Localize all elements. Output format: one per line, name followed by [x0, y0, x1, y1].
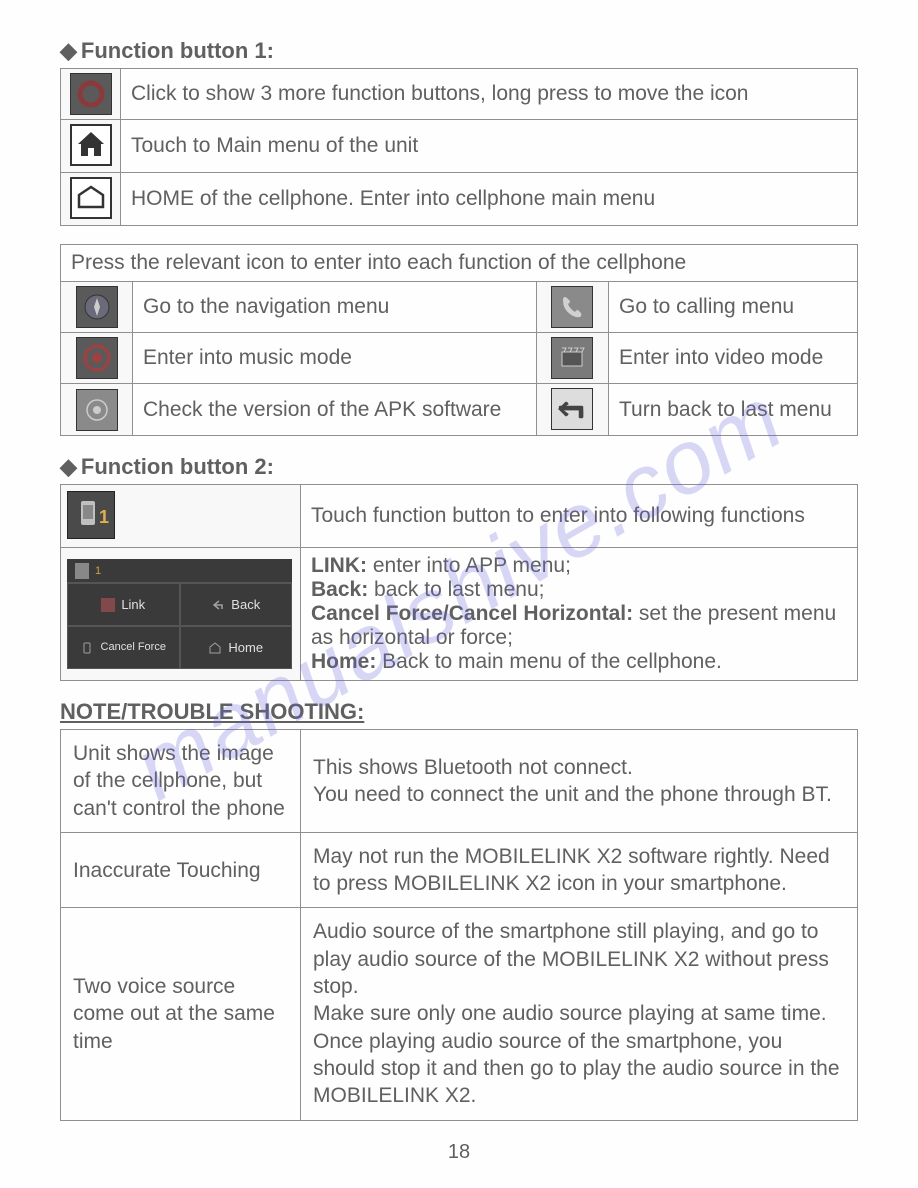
circle-button-icon	[70, 73, 112, 115]
row2-description: Touch to Main menu of the unit	[121, 120, 858, 173]
music-mode-text: Enter into music mode	[133, 333, 537, 384]
home-outline-icon	[70, 177, 112, 219]
icon-video	[536, 333, 608, 384]
table2-header: Press the relevant icon to enter into ea…	[61, 245, 858, 282]
function-button-desc: Touch function button to enter into foll…	[301, 485, 858, 548]
house-icon	[70, 124, 112, 166]
nav-menu-text: Go to the navigation menu	[133, 282, 537, 333]
apk-version-text: Check the version of the APK software	[133, 384, 537, 436]
screenshot-cell: 1 Link Back	[61, 548, 301, 681]
row3-description: HOME of the cellphone. Enter into cellph…	[121, 173, 858, 226]
phone-icon	[551, 286, 593, 328]
gear-icon	[76, 389, 118, 431]
trouble-r2-problem: Inaccurate Touching	[61, 832, 301, 908]
icon-cell-house	[61, 120, 121, 173]
trouble-r1-solution: This shows Bluetooth not connect. You ne…	[301, 730, 858, 833]
section1-title: ◆Function button 1:	[60, 38, 858, 64]
turn-back-text: Turn back to last menu	[608, 384, 857, 436]
icon-calling	[536, 282, 608, 333]
trouble-r3-problem: Two voice source come out at the same ti…	[61, 908, 301, 1120]
cellphone-functions-table: Press the relevant icon to enter into ea…	[60, 244, 858, 436]
trouble-r2-solution: May not run the MOBILELINK X2 software r…	[301, 832, 858, 908]
icon-back	[536, 384, 608, 436]
troubleshooting-table: Unit shows the image of the cellphone, b…	[60, 729, 858, 1121]
phone-badge-cell: 1	[61, 485, 301, 548]
home-sym-icon	[208, 641, 222, 655]
diamond-icon-2: ◆	[60, 454, 77, 479]
screenshot-cancel-button: Cancel Force	[67, 626, 180, 669]
icon-music	[61, 333, 133, 384]
icon-cell-circle	[61, 69, 121, 120]
compass-icon	[76, 286, 118, 328]
section2-title: ◆Function button 2:	[60, 454, 858, 480]
function-button-2-table: 1 Touch function button to enter into fo…	[60, 484, 858, 681]
video-icon	[551, 337, 593, 379]
music-icon	[76, 337, 118, 379]
app-screenshot: 1 Link Back	[67, 559, 292, 669]
screenshot-header: 1	[67, 559, 292, 583]
cancel-sym-icon	[81, 641, 95, 655]
mini-phone-icon	[75, 563, 89, 579]
note-title: NOTE/TROUBLE SHOOTING:	[60, 699, 858, 725]
link-sym-icon	[101, 598, 115, 612]
screenshot-home-button: Home	[180, 626, 293, 669]
icon-version	[61, 384, 133, 436]
video-mode-text: Enter into video mode	[608, 333, 857, 384]
svg-text:1: 1	[99, 507, 109, 527]
icon-navigation	[61, 282, 133, 333]
row1-description: Click to show 3 more function buttons, l…	[121, 69, 858, 120]
diamond-icon: ◆	[60, 38, 77, 63]
screenshot-link-button: Link	[67, 583, 180, 626]
back-arrow-icon	[551, 388, 593, 430]
icon-cell-home2	[61, 173, 121, 226]
calling-menu-text: Go to calling menu	[608, 282, 857, 333]
back-sym-icon	[211, 598, 225, 612]
trouble-r3-solution: Audio source of the smartphone still pla…	[301, 908, 858, 1120]
page-number: 18	[60, 1141, 858, 1164]
phone-badge-icon: 1	[67, 491, 115, 539]
trouble-r1-problem: Unit shows the image of the cellphone, b…	[61, 730, 301, 833]
screenshot-back-button: Back	[180, 583, 293, 626]
function-button-1-table: Click to show 3 more function buttons, l…	[60, 68, 858, 226]
button-functions-description: LINK: enter into APP menu; Back: back to…	[301, 548, 858, 681]
